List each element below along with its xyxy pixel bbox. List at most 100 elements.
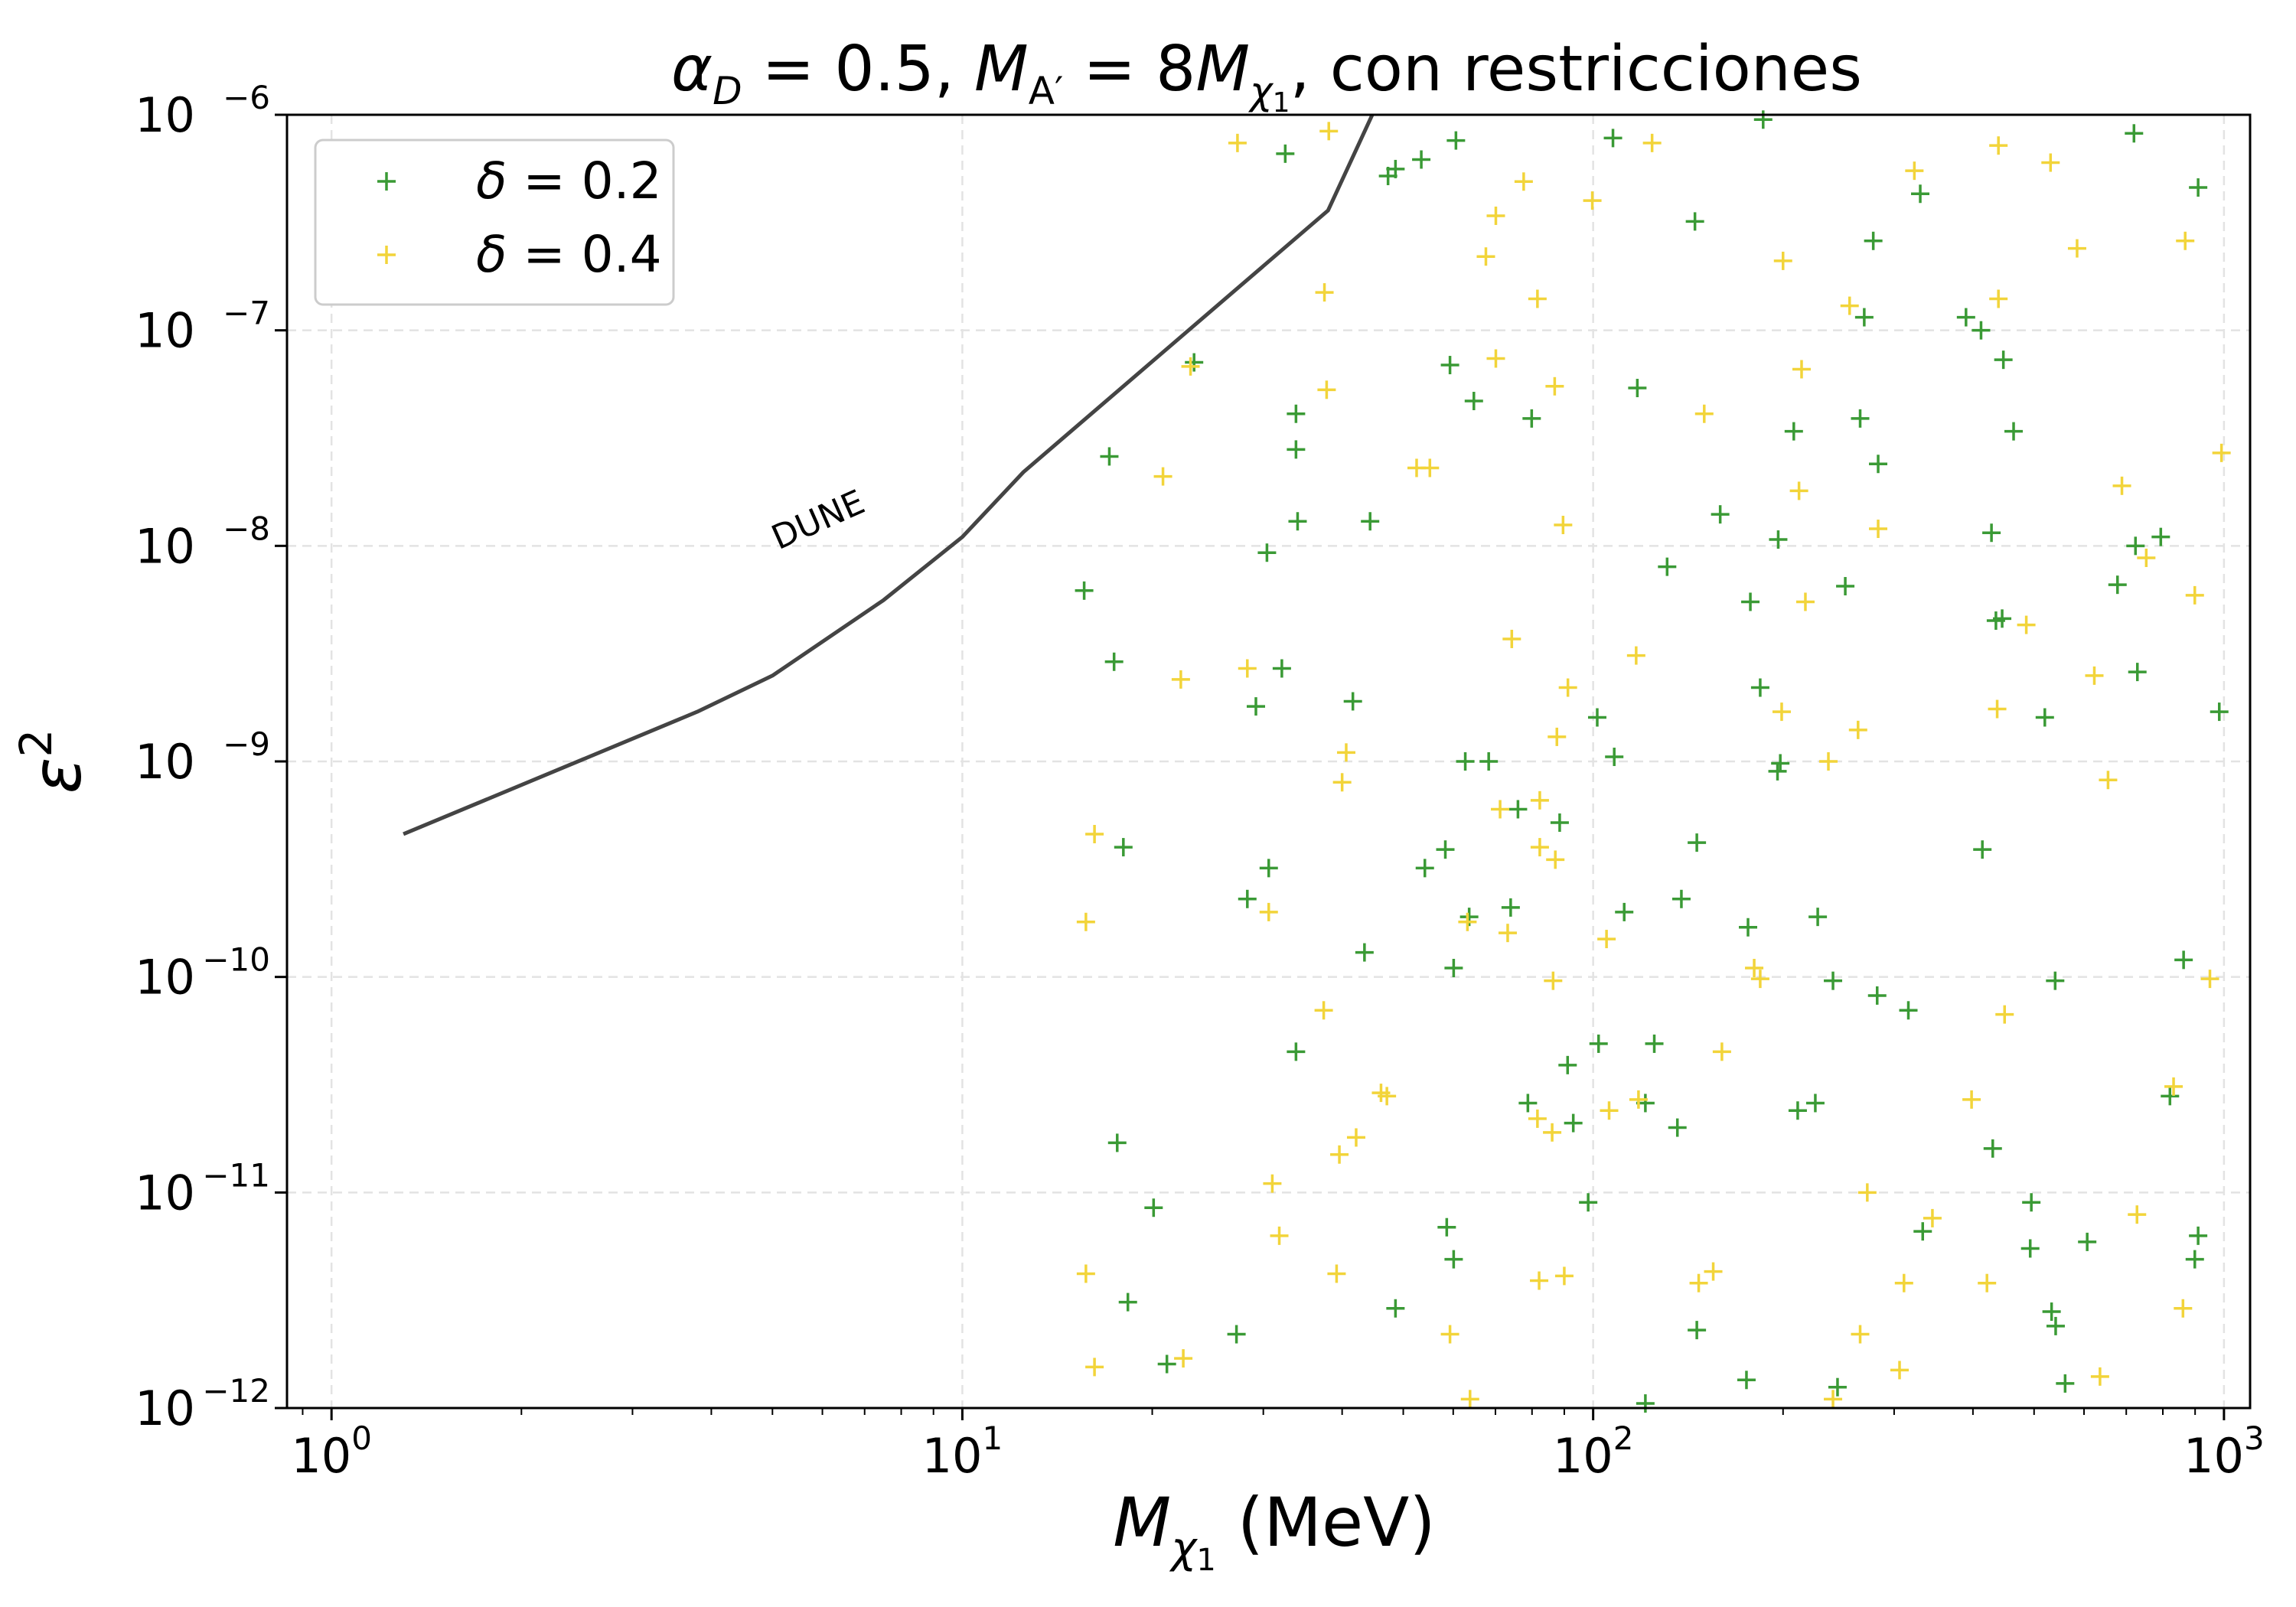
point-delta-0.2 — [1685, 212, 1704, 231]
legend-label-delta-0.2: δ = 0.2 — [476, 152, 662, 210]
point-delta-0.4 — [1840, 296, 1859, 315]
point-delta-0.4 — [2212, 443, 2231, 462]
y-tick-label: 10 −8 — [135, 510, 270, 574]
point-delta-0.2 — [1272, 659, 1291, 678]
point-delta-0.4 — [1772, 702, 1791, 722]
point-delta-0.2 — [1805, 1094, 1825, 1113]
point-delta-0.4 — [1789, 481, 1808, 500]
point-delta-0.2 — [2078, 1232, 2097, 1251]
point-delta-0.2 — [1784, 422, 1803, 441]
point-delta-0.2 — [1911, 184, 1930, 204]
legend-label-delta-0.4: δ = 0.4 — [476, 225, 662, 284]
point-delta-0.4 — [2112, 476, 2131, 495]
point-delta-0.2 — [1771, 754, 1790, 773]
point-delta-0.2 — [1867, 986, 1887, 1005]
chart-title: αD = 0.5, MA′ = 8Mχ1, con restricciones — [671, 33, 1862, 119]
point-delta-0.4 — [1548, 727, 1567, 746]
point-delta-0.4 — [1978, 1273, 1997, 1292]
point-delta-0.2 — [1508, 800, 1528, 819]
point-delta-0.2 — [1828, 1377, 1847, 1397]
point-delta-0.4 — [1712, 1042, 1731, 1061]
y-tick-label: 10 −7 — [135, 295, 270, 359]
point-delta-0.4 — [2090, 1367, 2109, 1386]
point-delta-0.2 — [1464, 392, 1483, 411]
point-delta-0.4 — [1514, 172, 1533, 191]
point-delta-0.4 — [1689, 1273, 1708, 1292]
point-delta-0.2 — [2128, 663, 2147, 682]
point-delta-0.2 — [1446, 131, 1466, 150]
point-delta-0.2 — [1440, 356, 1459, 375]
point-delta-0.4 — [1642, 133, 1662, 152]
point-delta-0.2 — [2189, 178, 2208, 197]
point-delta-0.2 — [1753, 110, 1773, 129]
point-delta-0.4 — [1530, 1271, 1549, 1290]
point-delta-0.4 — [1773, 251, 1792, 270]
point-delta-0.4 — [1792, 360, 1811, 379]
point-delta-0.2 — [1864, 231, 1883, 250]
point-delta-0.2 — [1444, 959, 1463, 978]
point-delta-0.2 — [1671, 889, 1691, 908]
point-delta-0.2 — [1118, 1292, 1137, 1312]
point-delta-0.2 — [1587, 708, 1606, 727]
point-delta-0.4 — [1486, 206, 1505, 225]
point-delta-0.2 — [1287, 1042, 1306, 1061]
point-delta-0.2 — [1075, 581, 1094, 600]
point-delta-0.4 — [1989, 289, 2008, 308]
point-delta-0.4 — [1558, 678, 1577, 697]
point-delta-0.2 — [1956, 308, 1975, 327]
y-tick-label: 10 −6 — [135, 79, 270, 143]
point-delta-0.4 — [1486, 349, 1505, 368]
point-delta-0.4 — [1171, 670, 1190, 689]
point-delta-0.2 — [1238, 889, 1257, 908]
point-delta-0.4 — [1848, 720, 1867, 739]
point-delta-0.4 — [1378, 1087, 1397, 1106]
point-delta-0.2 — [1737, 1371, 1756, 1390]
y-tick-label: 10 −10 — [135, 941, 270, 1006]
point-delta-0.2 — [2185, 1250, 2204, 1269]
scatter-points — [1075, 110, 2231, 1413]
point-delta-0.4 — [1319, 122, 1339, 141]
point-delta-0.2 — [1558, 1055, 1577, 1074]
point-delta-0.2 — [1658, 557, 1677, 576]
point-delta-0.4 — [1085, 824, 1104, 843]
point-delta-0.4 — [1476, 247, 1495, 266]
point-delta-0.2 — [2151, 527, 2170, 546]
point-delta-0.2 — [1114, 838, 1133, 857]
point-delta-0.4 — [1890, 1361, 1909, 1380]
point-delta-0.2 — [1444, 1250, 1463, 1269]
point-delta-0.4 — [1460, 1390, 1479, 1409]
point-delta-0.4 — [2128, 1205, 2147, 1224]
point-delta-0.2 — [1711, 505, 1730, 524]
point-delta-0.4 — [1750, 970, 1769, 989]
point-delta-0.4 — [1795, 592, 1815, 611]
point-delta-0.4 — [1530, 838, 1549, 857]
point-delta-0.4 — [1543, 1123, 1562, 1142]
point-delta-0.2 — [1615, 902, 1634, 921]
point-delta-0.4 — [1819, 752, 1838, 771]
point-delta-0.4 — [1629, 1090, 1648, 1109]
point-delta-0.4 — [1174, 1349, 1193, 1368]
point-delta-0.4 — [1076, 912, 1095, 931]
point-delta-0.2 — [1287, 404, 1306, 423]
point-delta-0.2 — [1550, 813, 1569, 832]
point-delta-0.4 — [1317, 380, 1336, 399]
point-delta-0.4 — [1238, 659, 1257, 678]
point-delta-0.2 — [2108, 575, 2127, 595]
y-axis-label: ε2 — [10, 729, 96, 794]
point-delta-0.4 — [1528, 1109, 1547, 1128]
point-delta-0.2 — [1522, 409, 1541, 428]
x-tick-label: 102 — [1553, 1420, 1634, 1484]
point-delta-0.2 — [2046, 971, 2065, 990]
point-delta-0.4 — [1420, 458, 1440, 478]
point-delta-0.4 — [1181, 357, 1200, 376]
point-delta-0.4 — [2164, 1077, 2183, 1096]
point-delta-0.2 — [1144, 1198, 1163, 1217]
point-delta-0.4 — [2185, 585, 2204, 605]
point-delta-0.4 — [1988, 699, 2007, 719]
point-delta-0.4 — [1554, 1266, 1574, 1286]
point-delta-0.2 — [1854, 308, 1874, 327]
point-delta-0.4 — [2176, 231, 2195, 250]
point-delta-0.4 — [1989, 136, 2008, 155]
point-delta-0.2 — [1769, 530, 1788, 549]
point-delta-0.2 — [2035, 708, 2054, 727]
